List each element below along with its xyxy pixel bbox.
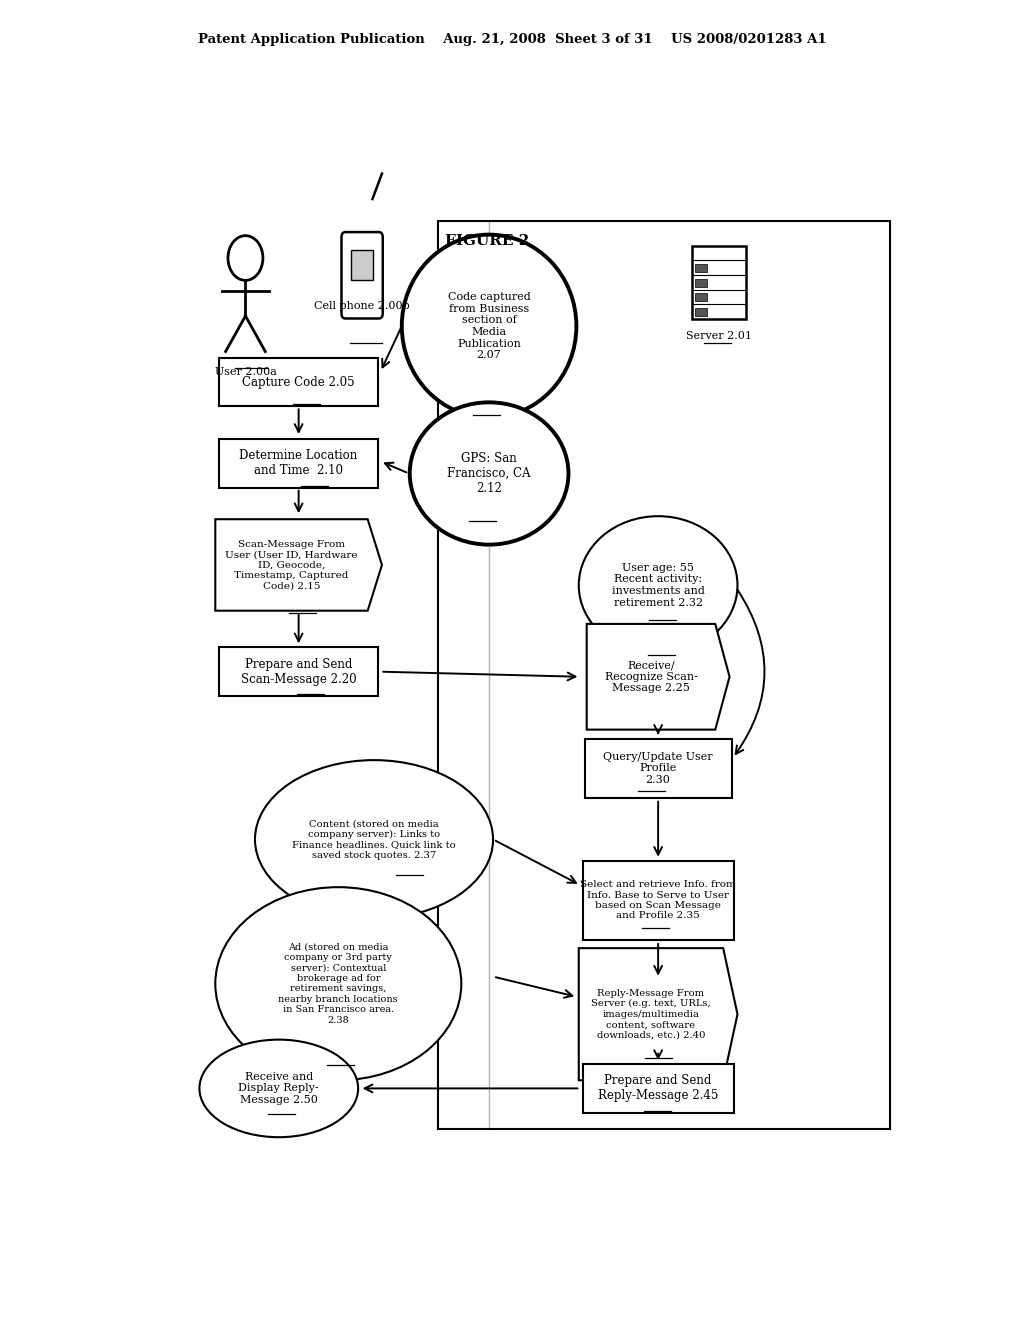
- Text: Capture Code 2.05: Capture Code 2.05: [243, 375, 355, 388]
- Text: Content (stored on media
company server): Links to
Finance headlines. Quick link: Content (stored on media company server)…: [292, 820, 456, 859]
- Text: FIGURE 2: FIGURE 2: [445, 234, 529, 248]
- Text: Receive/
Recognize Scan-
Message 2.25: Receive/ Recognize Scan- Message 2.25: [604, 660, 697, 693]
- Ellipse shape: [255, 760, 493, 919]
- Text: Patent Application Publication    Aug. 21, 2008  Sheet 3 of 31    US 2008/020128: Patent Application Publication Aug. 21, …: [198, 33, 826, 46]
- Bar: [585, 739, 731, 797]
- Bar: [695, 293, 707, 301]
- Text: Prepare and Send
Scan-Message 2.20: Prepare and Send Scan-Message 2.20: [241, 657, 356, 685]
- Text: Server 2.01: Server 2.01: [686, 331, 753, 341]
- Text: Reply-Message From
Server (e.g. text, URLs,
images/multimedia
content, software
: Reply-Message From Server (e.g. text, UR…: [591, 989, 711, 1040]
- Text: Scan-Message From
User (User ID, Hardware
ID, Geocode,
Timestamp, Captured
Code): Scan-Message From User (User ID, Hardwar…: [225, 540, 357, 590]
- Text: User 2.00a: User 2.00a: [214, 367, 276, 376]
- Text: User age: 55
Recent activity:
investments and
retirement 2.32: User age: 55 Recent activity: investment…: [611, 562, 705, 607]
- Bar: [219, 440, 378, 487]
- Polygon shape: [579, 948, 737, 1080]
- Text: Prepare and Send
Reply-Message 2.45: Prepare and Send Reply-Message 2.45: [598, 1074, 718, 1102]
- Text: Ad (stored on media
company or 3rd party
server): Contextual
brokerage ad for
re: Ad (stored on media company or 3rd party…: [279, 942, 398, 1024]
- Text: Cell phone 2.00b: Cell phone 2.00b: [314, 301, 410, 310]
- Text: Determine Location
and Time  2.10: Determine Location and Time 2.10: [240, 449, 357, 478]
- Text: Query/Update User
Profile
2.30: Query/Update User Profile 2.30: [603, 751, 713, 785]
- Bar: [692, 246, 746, 319]
- FancyBboxPatch shape: [341, 232, 383, 318]
- Bar: [437, 222, 890, 1129]
- Bar: [583, 1064, 733, 1113]
- Text: Receive and
Display Reply-
Message 2.50: Receive and Display Reply- Message 2.50: [239, 1072, 319, 1105]
- Bar: [695, 279, 707, 286]
- Bar: [695, 308, 707, 315]
- Bar: [219, 647, 378, 696]
- Bar: [351, 249, 373, 280]
- Ellipse shape: [200, 1040, 358, 1138]
- Polygon shape: [215, 519, 382, 611]
- Polygon shape: [587, 624, 729, 730]
- Bar: [583, 861, 733, 940]
- Text: Code captured
from Business
section of
Media
Publication
2.07: Code captured from Business section of M…: [447, 292, 530, 360]
- Text: GPS: San
Francisco, CA
2.12: GPS: San Francisco, CA 2.12: [447, 451, 530, 495]
- Bar: [219, 358, 378, 407]
- Ellipse shape: [401, 235, 577, 417]
- Bar: [695, 264, 707, 272]
- Ellipse shape: [215, 887, 461, 1080]
- Ellipse shape: [579, 516, 737, 655]
- Text: Select and retrieve Info. from
Info. Base to Serve to User
based on Scan Message: Select and retrieve Info. from Info. Bas…: [581, 880, 736, 920]
- Ellipse shape: [410, 403, 568, 545]
